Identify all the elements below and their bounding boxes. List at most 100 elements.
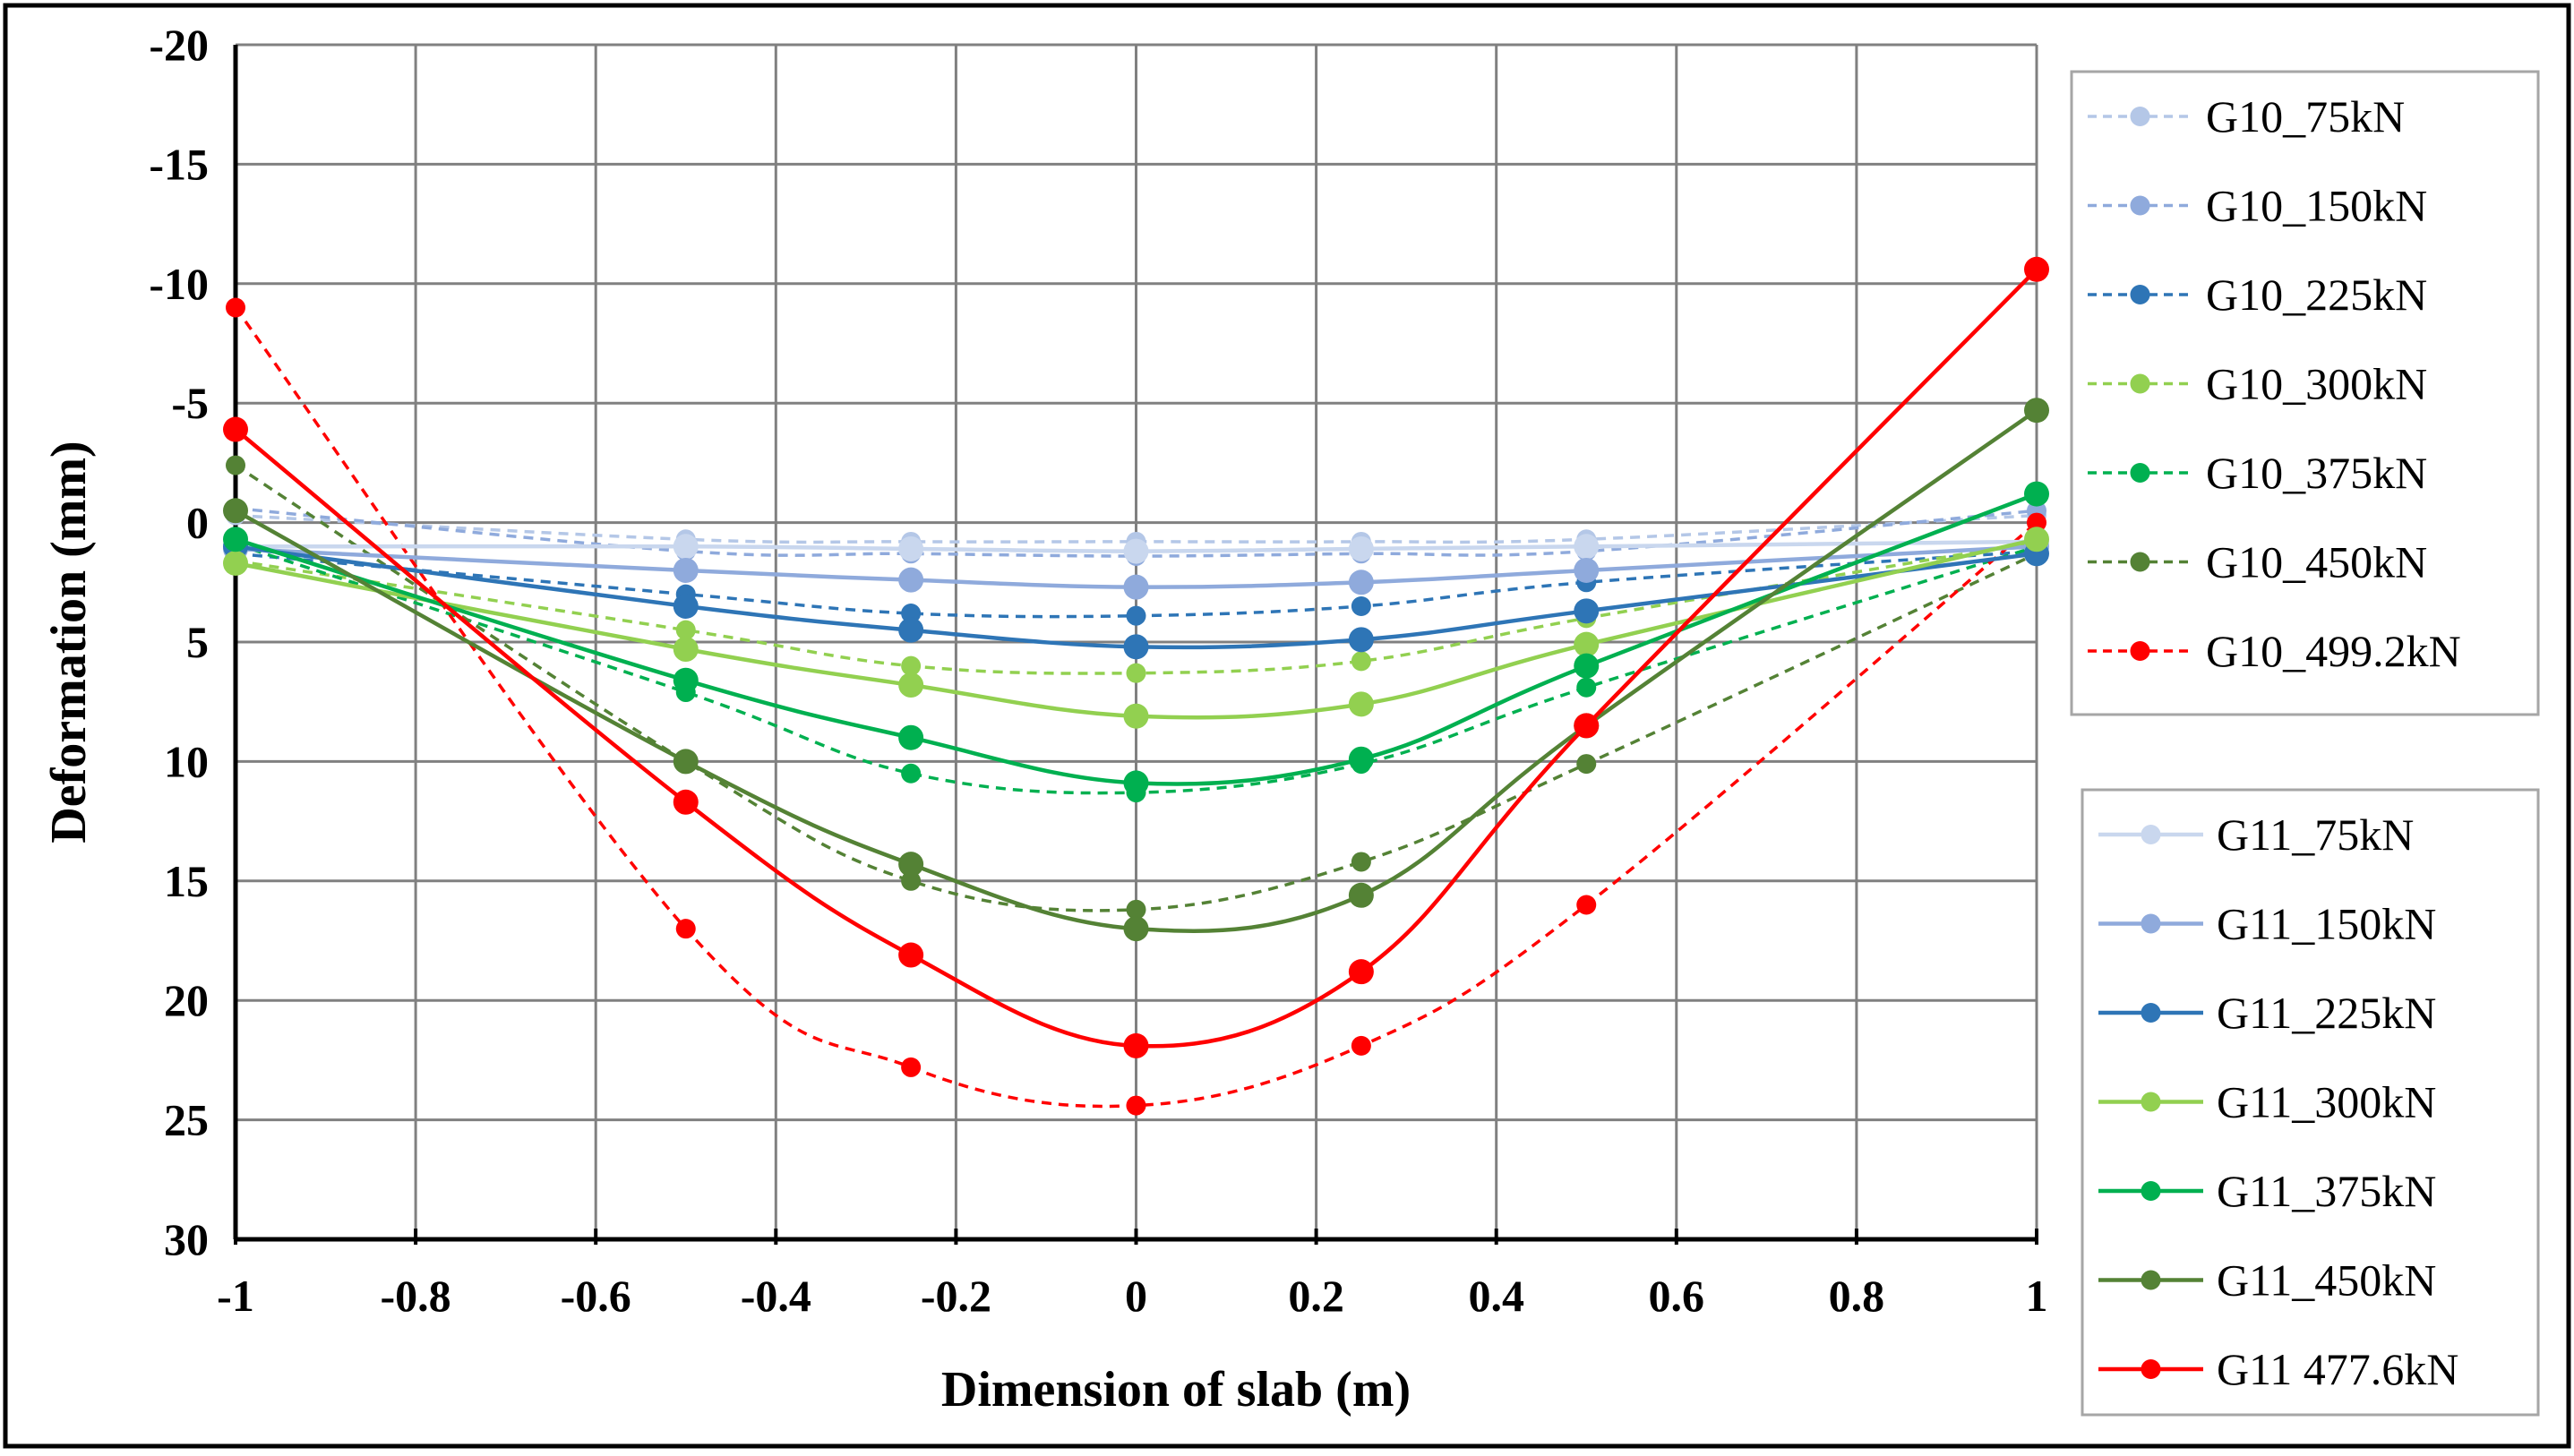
data-point [1351,651,1371,672]
data-point [226,297,245,318]
legend-label: G11_300kN [2217,1077,2436,1127]
legend-marker [2141,1359,2161,1379]
data-point [673,534,699,560]
legend-label: G10_150kN [2206,181,2427,231]
legend-label: G11_75kN [2217,809,2414,860]
data-point [901,870,922,891]
data-point [226,455,245,475]
y-tick-label: 15 [164,856,209,906]
legend-marker [2130,373,2150,394]
data-point [2024,481,2049,507]
x-tick-label: -0.2 [921,1271,991,1321]
data-point [673,593,699,619]
data-point [1126,663,1146,683]
data-point [673,749,699,775]
data-point [898,567,924,593]
data-point [2024,256,2049,282]
tick-labels: -1 -0.8 -0.6 -0.4 -0.2 0 0.2 0.4 0.6 0.8 1 -20 -15 -1… [149,20,2047,1321]
data-point [1123,634,1149,660]
legend-label: G11_225kN [2217,988,2436,1038]
data-point [1576,895,1597,915]
legend-marker [2141,1003,2161,1023]
data-point [2024,527,2049,552]
data-point [1574,713,1600,739]
data-point [1348,535,1374,561]
series-G10-499.2kN [226,297,2046,1116]
legend: G10_75kN G10_150kN G10_225kN G10_300kN G10_3… [2070,70,2540,1417]
series-line [235,513,2038,544]
data-point [1576,754,1597,775]
data-point [223,498,248,524]
legend-label: G11_375kN [2217,1166,2436,1216]
data-point [898,852,924,878]
data-point [901,1057,922,1077]
series-G11-225kN [223,534,2049,660]
data-point [673,667,699,693]
data-point [1348,570,1374,595]
legend-label: G10_300kN [2206,359,2427,409]
series-G11-150kN [223,534,2049,600]
y-tick-label: -10 [149,259,209,309]
y-tick-label: 30 [164,1214,209,1264]
data-point [1348,627,1374,653]
data-point [2024,398,2049,424]
legend-marker [2141,825,2161,844]
data-point [898,724,924,750]
legend-marker [2141,913,2161,934]
legend-marker [2130,641,2150,661]
data-point [1123,1032,1149,1058]
x-tick-label: -0.8 [381,1271,451,1321]
y-tick-label: 0 [186,498,209,548]
data-point [223,550,248,576]
data-point [1351,595,1371,616]
data-point [675,919,696,939]
legend-marker [2141,1270,2161,1290]
series-G11-375kN [223,481,2049,796]
data-point [1574,631,1600,657]
x-tick-label: 0.6 [1649,1271,1705,1321]
data-point [898,942,924,968]
axes [233,45,2038,1245]
x-tick-label: 0.8 [1829,1271,1885,1321]
data-point [1126,899,1146,920]
y-axis-title: Deformation (mm) [41,441,97,843]
legend-label: G10_450kN [2206,537,2427,587]
data-point [223,416,248,442]
legend-label: G11_450kN [2217,1255,2436,1306]
data-point [1123,703,1149,729]
y-tick-label: 25 [164,1095,209,1145]
legend-label: G10_499.2kN [2206,626,2461,676]
legend-marker [2141,1181,2161,1201]
data-point [675,620,696,640]
series-lines [223,256,2049,1116]
data-point [1348,882,1374,908]
data-point [901,603,922,623]
series-line [234,306,2038,1109]
legend-marker [2130,107,2150,126]
data-point [673,557,699,583]
x-tick-label: 1 [2026,1271,2048,1321]
x-tick-label: -1 [217,1271,254,1321]
y-tick-label: 10 [164,736,209,786]
data-point [901,655,922,676]
data-point [223,527,248,552]
data-point [1574,598,1600,624]
legend-marker [2130,463,2150,483]
data-point [901,763,922,784]
legend-label: G10_225kN [2206,270,2427,320]
data-point [898,672,924,698]
x-axis-title: Dimension of slab (m) [941,1362,1411,1417]
data-point [1126,605,1146,626]
x-tick-label: -0.4 [741,1271,811,1321]
data-point [1123,916,1149,942]
data-point [1576,677,1597,698]
legend-marker [2141,1092,2161,1112]
data-point [1123,770,1149,796]
data-point [1126,1095,1146,1116]
legend-label: G10_375kN [2206,448,2427,498]
legend-label: G10_75kN [2206,91,2405,141]
legend-label: G11_150kN [2217,899,2436,949]
y-tick-label: 5 [186,617,209,667]
